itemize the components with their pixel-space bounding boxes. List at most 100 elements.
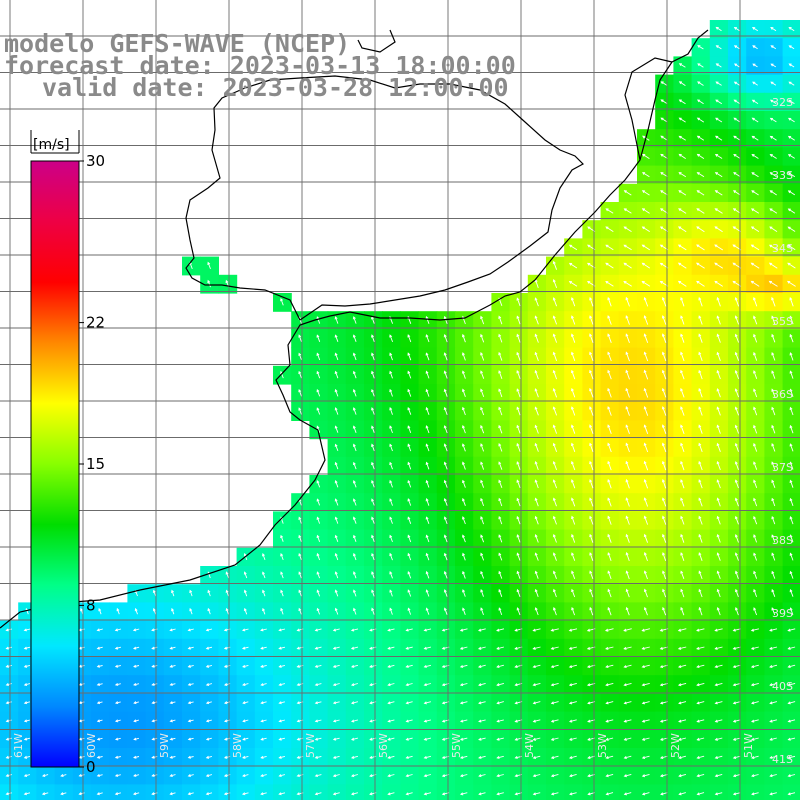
wind-arrow [552,297,558,307]
wind-arrow [698,333,703,343]
wind-arrow [351,774,359,778]
wind-arrow [352,534,357,542]
wind-arrow [260,664,267,668]
wind-arrow [623,719,632,723]
speed-cell [782,493,800,512]
wind-arrow [407,498,412,506]
wind-arrow [550,682,559,687]
wind-arrows [5,26,796,796]
speed-cell [746,784,765,800]
wind-arrow [752,63,758,68]
wind-arrow [5,646,12,650]
wind-arrow [552,570,557,579]
wind-arrow [641,701,650,705]
wind-arrow [23,701,31,705]
speed-cell [637,784,656,800]
wind-arrow [696,280,705,287]
wind-arrow [789,552,794,561]
wind-arrow [405,701,413,705]
speed-cell [236,784,256,800]
wind-arrow [516,588,521,597]
wind-arrow [769,628,778,632]
wind-arrow [496,701,504,705]
wind-arrow [661,479,667,489]
speed-cell [18,784,37,800]
wind-arrow [677,664,687,669]
wind-arrow [771,424,776,434]
wind-arrow [716,479,721,489]
wind-arrow [462,516,466,525]
colorbar-tick-label: 22 [86,314,105,332]
wind-arrow [5,664,12,668]
wind-arrow [423,664,432,668]
wind-arrow [753,406,758,416]
wind-arrow [459,701,468,705]
wind-arrow [242,664,249,668]
speed-cell [491,784,511,800]
longitude-label: 61W [12,733,25,758]
wind-arrow [461,370,466,379]
wind-arrow [407,570,412,579]
wind-arrow [298,334,302,342]
wind-arrow [769,755,777,759]
wind-arrow [316,407,321,415]
wind-arrow [352,334,357,342]
wind-arrow [787,226,796,232]
wind-arrow [96,701,103,705]
wind-arrow [641,664,650,669]
wind-arrow [605,792,614,796]
wind-arrow [570,333,576,343]
wind-arrow [734,533,739,543]
wind-arrow [461,333,466,343]
wind-arrow [733,26,740,32]
wind-arrow [552,442,558,452]
wind-arrow [715,63,722,68]
wind-arrow [678,755,687,760]
wind-arrow [516,406,521,416]
wind-arrow [371,516,375,524]
wind-arrow [352,407,357,415]
wind-arrow [443,370,448,379]
speed-cell [127,784,147,800]
wind-arrow [589,369,594,380]
wind-arrow [771,607,776,616]
wind-arrow [753,479,758,489]
wind-arrow [643,424,649,434]
wind-arrow [114,628,122,632]
wind-arrow [571,533,576,543]
wind-arrow [462,497,466,506]
wind-arrow [205,664,213,668]
wind-arrow [698,479,703,489]
wind-arrow [607,588,612,598]
wind-arrow [734,570,739,579]
wind-arrow [734,406,740,416]
wind-arrow [714,226,723,233]
wind-arrow [443,352,448,361]
speed-cell [782,165,800,185]
wind-arrow [641,755,650,760]
wind-arrow [423,628,432,632]
wind-arrow [568,701,577,705]
wind-arrow [625,333,630,343]
wind-arrow [607,552,612,561]
wind-arrow [498,315,503,325]
speed-cell [782,402,800,421]
wind-arrow [114,701,121,705]
wind-arrow [298,388,302,397]
latitude-label: 36S [772,388,793,401]
wind-arrow [478,755,486,759]
wind-arrow [787,172,796,178]
wind-arrow [698,351,703,362]
wind-arrow [771,296,776,307]
wind-arrow [407,534,412,543]
wind-arrow [516,479,521,489]
speed-cell [36,784,56,800]
speed-cell [546,784,565,800]
wind-arrow [771,442,776,452]
wind-arrow [133,682,140,686]
wind-arrow [462,534,466,543]
wind-arrow [459,646,468,650]
wind-arrow [623,755,632,760]
wind-arrow [660,117,668,123]
